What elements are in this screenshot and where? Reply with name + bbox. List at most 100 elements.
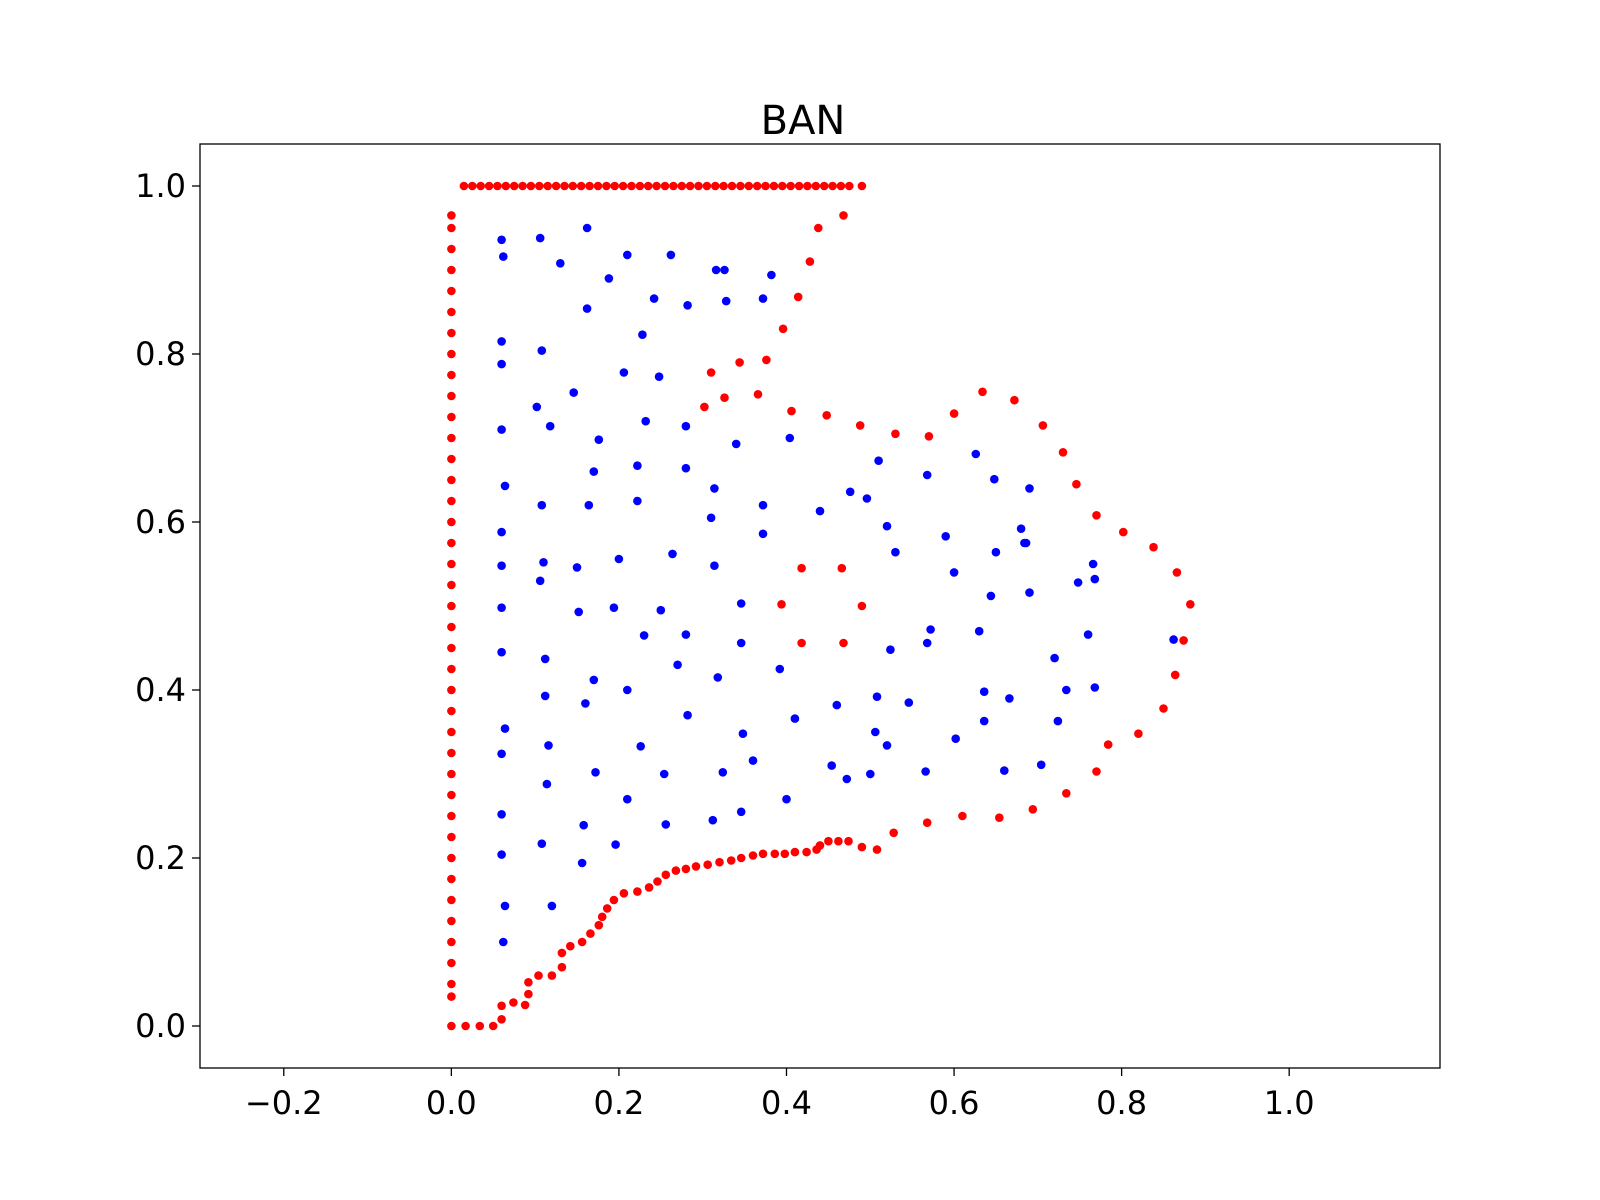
series-0-point-9 — [535, 181, 544, 191]
series-0-point-35 — [752, 181, 762, 191]
series-0-point-148 — [1119, 527, 1128, 537]
series-0-point-177 — [797, 638, 806, 648]
series-0-point-106 — [602, 904, 612, 913]
series-1-point-81 — [886, 645, 895, 654]
series-1-point-120 — [866, 769, 875, 779]
series-1-point-2 — [535, 233, 545, 243]
y-tick-label: 0.8 — [135, 335, 186, 373]
series-1-point-44 — [922, 470, 932, 480]
series-1-point-38 — [633, 496, 642, 506]
series-1-point-54 — [539, 558, 548, 567]
series-1-point-87 — [673, 660, 682, 670]
series-0-point-30 — [711, 181, 720, 191]
series-1-point-59 — [668, 549, 677, 559]
series-1-point-71 — [609, 603, 619, 612]
series-0-point-19 — [618, 181, 628, 191]
series-0-point-33 — [736, 181, 745, 191]
series-1-point-17 — [537, 346, 547, 355]
series-1-point-137 — [547, 901, 557, 911]
series-0-point-31 — [719, 181, 728, 191]
series-0-point-143 — [1170, 670, 1180, 680]
series-0-point-82 — [447, 916, 456, 926]
series-1-point-10 — [767, 270, 776, 280]
series-1-point-41 — [845, 487, 855, 497]
y-tick-label: 0.6 — [135, 503, 186, 541]
series-1-point-61 — [891, 547, 900, 557]
series-0-point-51 — [447, 265, 456, 275]
series-1-point-83 — [1083, 630, 1093, 639]
series-0-point-95 — [524, 989, 533, 999]
series-1-point-97 — [904, 698, 914, 707]
series-1-point-6 — [666, 250, 676, 260]
series-0-point-61 — [447, 475, 456, 485]
series-1-point-35 — [710, 484, 719, 493]
series-1-point-27 — [497, 425, 506, 434]
series-1-point-72 — [656, 605, 666, 615]
series-1-point-32 — [681, 463, 691, 473]
series-0-point-130 — [844, 836, 853, 846]
series-1-point-119 — [842, 774, 852, 784]
series-0-point-154 — [978, 387, 987, 397]
series-0-point-97 — [534, 971, 543, 980]
series-0-point-135 — [958, 811, 967, 821]
series-0-point-34 — [744, 181, 754, 191]
series-1-point-125 — [623, 794, 632, 804]
series-0-point-12 — [560, 181, 569, 191]
series-1-point-58 — [614, 554, 624, 564]
series-1-point-69 — [497, 603, 506, 612]
series-0-point-43 — [819, 181, 829, 191]
series-1-point-95 — [832, 700, 842, 710]
series-1-point-101 — [1090, 683, 1100, 692]
series-0-point-98 — [547, 971, 557, 980]
series-0-point-101 — [566, 941, 575, 951]
series-0-point-64 — [447, 538, 456, 548]
series-0-point-78 — [447, 832, 456, 842]
series-0-point-99 — [557, 962, 567, 972]
series-0-point-4 — [493, 181, 502, 191]
series-0-point-115 — [691, 862, 701, 871]
series-0-point-157 — [891, 429, 900, 439]
series-1-point-115 — [827, 761, 836, 770]
series-0-point-175 — [857, 601, 867, 611]
series-0-point-103 — [586, 929, 595, 938]
series-0-point-8 — [526, 181, 536, 191]
series-0-point-151 — [1058, 448, 1068, 457]
series-1-point-93 — [540, 691, 550, 701]
series-0-point-149 — [1092, 511, 1101, 520]
series-0-point-84 — [447, 958, 456, 968]
series-0-point-49 — [447, 223, 456, 233]
series-0-point-125 — [802, 847, 811, 857]
series-0-point-0 — [459, 181, 469, 191]
series-1-point-104 — [790, 714, 800, 723]
series-0-point-76 — [447, 790, 456, 800]
series-1-point-76 — [639, 631, 649, 640]
plot-frame — [199, 143, 1441, 1069]
series-0-point-40 — [794, 181, 804, 191]
series-0-point-120 — [748, 851, 758, 860]
series-1-point-110 — [636, 742, 645, 751]
series-0-point-45 — [836, 181, 846, 191]
series-0-point-5 — [501, 181, 511, 191]
series-0-point-134 — [922, 818, 932, 827]
series-1-point-60 — [710, 561, 719, 570]
series-0-point-71 — [447, 685, 456, 695]
series-0-point-162 — [720, 393, 729, 403]
series-0-point-86 — [447, 992, 456, 1001]
series-1-point-107 — [979, 716, 989, 726]
series-0-point-133 — [889, 828, 898, 838]
series-1-point-91 — [623, 685, 632, 695]
series-1-point-131 — [708, 815, 718, 825]
series-0-point-53 — [447, 307, 456, 317]
series-0-point-1 — [468, 181, 477, 191]
series-1-point-29 — [731, 439, 741, 449]
series-0-point-105 — [597, 912, 607, 922]
series-0-point-48 — [447, 211, 456, 220]
series-0-point-119 — [736, 853, 746, 863]
series-0-point-13 — [568, 181, 578, 191]
series-0-point-50 — [447, 244, 456, 254]
series-1-point-73 — [736, 599, 746, 608]
series-0-point-152 — [1038, 421, 1048, 430]
series-1-point-126 — [782, 794, 791, 804]
series-1-point-99 — [1005, 694, 1014, 703]
